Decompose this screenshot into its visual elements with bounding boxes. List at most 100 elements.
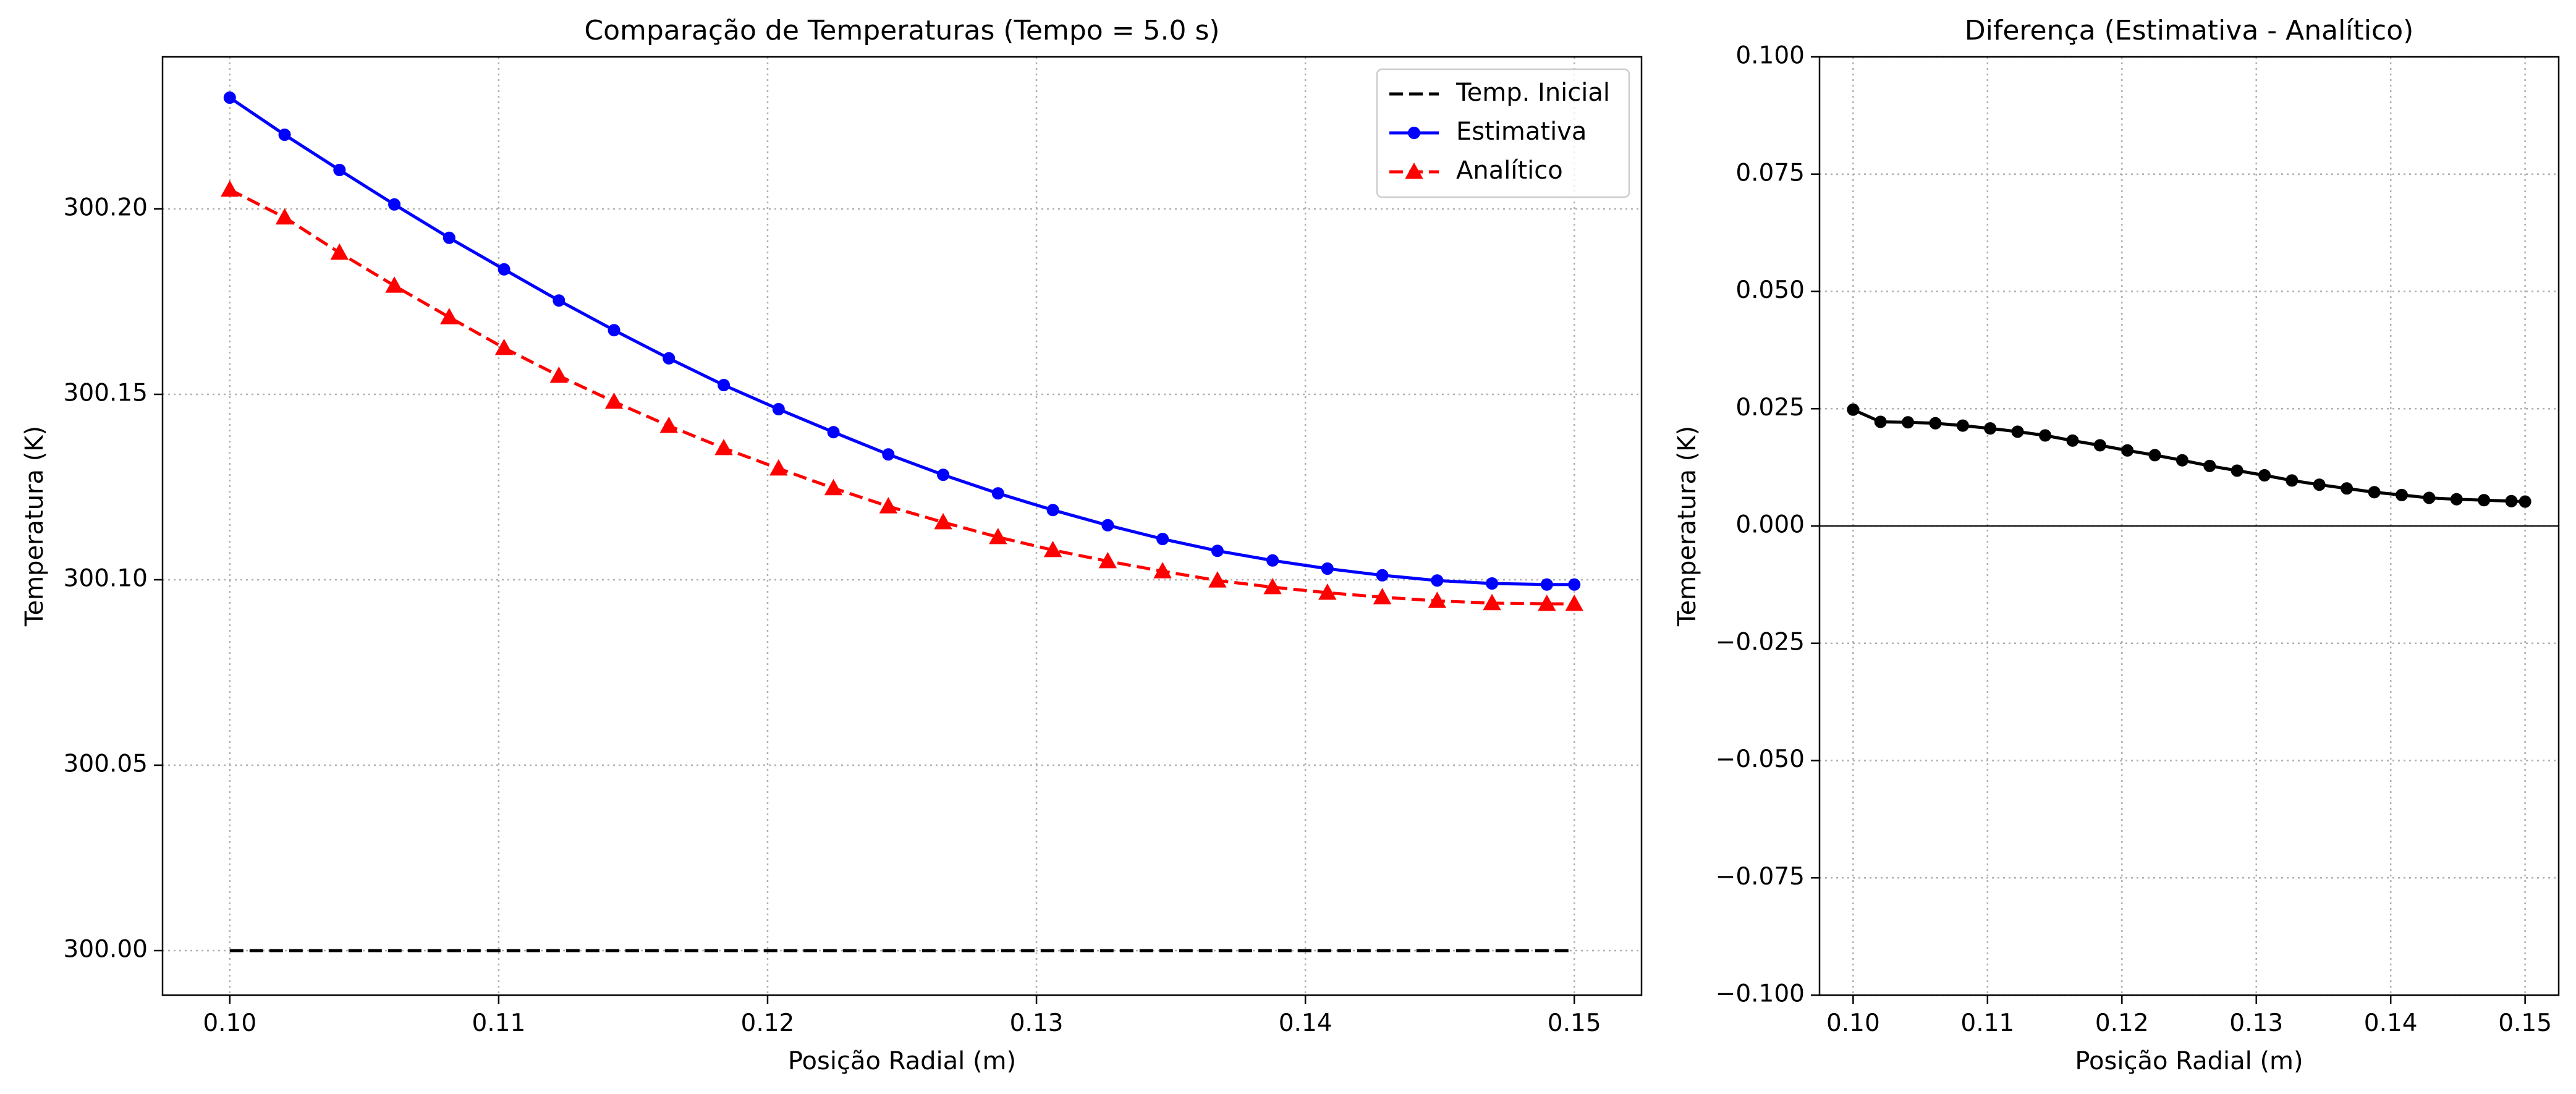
chart1-y-tick-label: 0.000: [1735, 511, 1805, 539]
chart1-series-0-point: [2341, 482, 2354, 495]
chart1-y-tick-label: −0.100: [1716, 980, 1805, 1008]
chart0-series-2-point: [1428, 592, 1447, 608]
chart0-series-1-point: [1101, 519, 1114, 532]
chart1-y-tick-label: 0.100: [1735, 42, 1805, 70]
chart0-y-tick-label: 300.20: [64, 194, 148, 222]
chart0-series-1-point: [991, 487, 1004, 500]
chart1-x-tick-label: 0.12: [2095, 1009, 2149, 1037]
chart0-series-2-point: [659, 416, 678, 433]
chart0-series-2-point: [1373, 588, 1392, 604]
chart1-series-0-point: [2423, 491, 2436, 504]
chart0-x-tick-label: 0.14: [1279, 1009, 1332, 1037]
chart1-x-tick-label: 0.10: [1826, 1009, 1880, 1037]
legend-marker-1: [1408, 127, 1420, 139]
chart1-series-0-point: [1956, 419, 1969, 432]
legend-label-2: Analítico: [1456, 156, 1563, 185]
chart1-series-0-point: [2203, 459, 2216, 472]
chart1-series-0-point: [2011, 425, 2024, 438]
chart0-series-1-point: [223, 91, 236, 104]
chart1-series-0-point: [2066, 434, 2079, 447]
chart0-series-1-point: [937, 469, 950, 481]
chart0-series-1-point: [772, 403, 785, 415]
chart0-series-2-point: [989, 527, 1007, 545]
chart0-y-tick-label: 300.10: [64, 565, 148, 593]
chart0-series-2-point: [1483, 593, 1501, 611]
chart0-series-1-point: [278, 129, 291, 141]
chart0-series-1-point: [1540, 578, 1553, 591]
chart0-series-1-point: [1156, 533, 1169, 545]
chart0-series-2-point: [330, 243, 349, 260]
chart0-series-2-point: [879, 497, 898, 514]
chart0-series-2-point: [1098, 551, 1117, 569]
chart0-series-1-point: [1376, 569, 1389, 582]
chart0-series-1-point: [1486, 577, 1499, 590]
chart0-series-2-point: [221, 180, 239, 197]
chart0-axes-frame: [161, 56, 1643, 996]
legend-label-0: Temp. Inicial: [1455, 78, 1610, 107]
temperature-comparison-chart: 0.10 0.11 0.12 0.13 0.14 0.15 300.00 300.05 300.…: [20, 15, 1643, 1075]
chart0-x-tick-label: 0.15: [1548, 1009, 1601, 1037]
chart0-series-2-point: [769, 459, 788, 476]
chart0-y-tick-label: 300.15: [64, 380, 148, 407]
chart0-series-2-point: [934, 512, 952, 530]
chart1-x-tick-label: 0.11: [1960, 1009, 2014, 1037]
chart0-x-tick-label: 0.13: [1010, 1009, 1064, 1037]
chart0-series-2-point: [604, 392, 624, 409]
chart0-series-1-point: [1266, 554, 1279, 567]
chart0-ticks: 0.10 0.11 0.12 0.13 0.14 0.15 300.00 300.05 300.…: [64, 194, 1601, 1038]
chart1-series-0-point: [2450, 493, 2463, 506]
chart1-y-tick-label: 0.075: [1735, 159, 1805, 187]
chart0-series: [221, 91, 1583, 952]
chart1-series-0-point: [2286, 474, 2298, 487]
chart0-series-2-point: [494, 338, 514, 355]
chart0-y-tick-label: 300.00: [64, 936, 148, 964]
chart1-series-0-point: [2258, 469, 2271, 482]
chart1-series-0-point: [2396, 488, 2409, 501]
chart0-legend-box: [1376, 68, 1630, 198]
chart1-x-tick-label: 0.15: [2498, 1009, 2552, 1037]
chart0-y-axis-label: Temperatura (K): [20, 426, 49, 627]
legend-marker-2: [1405, 162, 1423, 179]
chart0-series-2-point: [1565, 594, 1583, 611]
chart0-series-2-point: [1318, 583, 1337, 600]
difference-chart: 0.10 0.11 0.12 0.13 0.14 0.15 −0.100 −0.075 −0.0…: [1673, 15, 2560, 1075]
chart1-series-0-point: [2121, 444, 2134, 457]
chart1-series-0-point: [2039, 429, 2052, 442]
chart1-y-tick-label: 0.025: [1735, 394, 1805, 422]
chart0-series-1-point: [333, 164, 346, 176]
chart0-series-2-point: [549, 366, 569, 383]
chart1-x-axis-label: Posição Radial (m): [2075, 1047, 2303, 1075]
chart1-y-tick-label: −0.025: [1716, 628, 1805, 656]
chart0-series-1-point: [882, 448, 895, 461]
chart0-series-2-point: [440, 308, 459, 324]
chart0-x-axis-label: Posição Radial (m): [788, 1047, 1016, 1075]
chart1-series-0-point: [2478, 494, 2491, 507]
chart1-series-0-point: [2519, 495, 2532, 508]
chart1-y-tick-label: −0.050: [1716, 745, 1805, 773]
chart1-series-0-point: [1902, 416, 1915, 429]
chart0-series-1-point: [498, 263, 511, 276]
chart1-series-0-point: [1929, 417, 1942, 430]
chart0-series-2-point: [824, 478, 843, 496]
chart0-series-2-point: [385, 276, 404, 293]
chart0-series-1-point: [553, 294, 566, 307]
chart0-series-2-point: [275, 208, 294, 225]
chart0-x-tick-label: 0.11: [472, 1009, 525, 1037]
chart1-series-0-point: [1847, 403, 1860, 416]
chart1-series-0-point: [2093, 439, 2106, 452]
chart1-series-0-point: [2368, 486, 2381, 499]
chart0-x-tick-label: 0.10: [203, 1009, 256, 1037]
chart0-series-1-point: [443, 231, 455, 244]
chart0-series-2-point: [1153, 562, 1172, 579]
chart1-y-tick-label: −0.075: [1716, 863, 1805, 891]
chart1-series: [1847, 403, 2532, 508]
chart1-ticks: 0.10 0.11 0.12 0.13 0.14 0.15 −0.100 −0.075 −0.0…: [1716, 42, 2552, 1038]
chart0-legend-items: Temp. Inicial Estimativa Analítico: [1389, 78, 1610, 185]
chart1-series-0-point: [2231, 464, 2243, 477]
chart0-series-1-point: [1321, 562, 1334, 575]
chart0-series-2-point: [1043, 540, 1062, 558]
chart0-series-2-point: [1208, 571, 1227, 588]
chart1-x-tick-label: 0.13: [2229, 1009, 2283, 1037]
